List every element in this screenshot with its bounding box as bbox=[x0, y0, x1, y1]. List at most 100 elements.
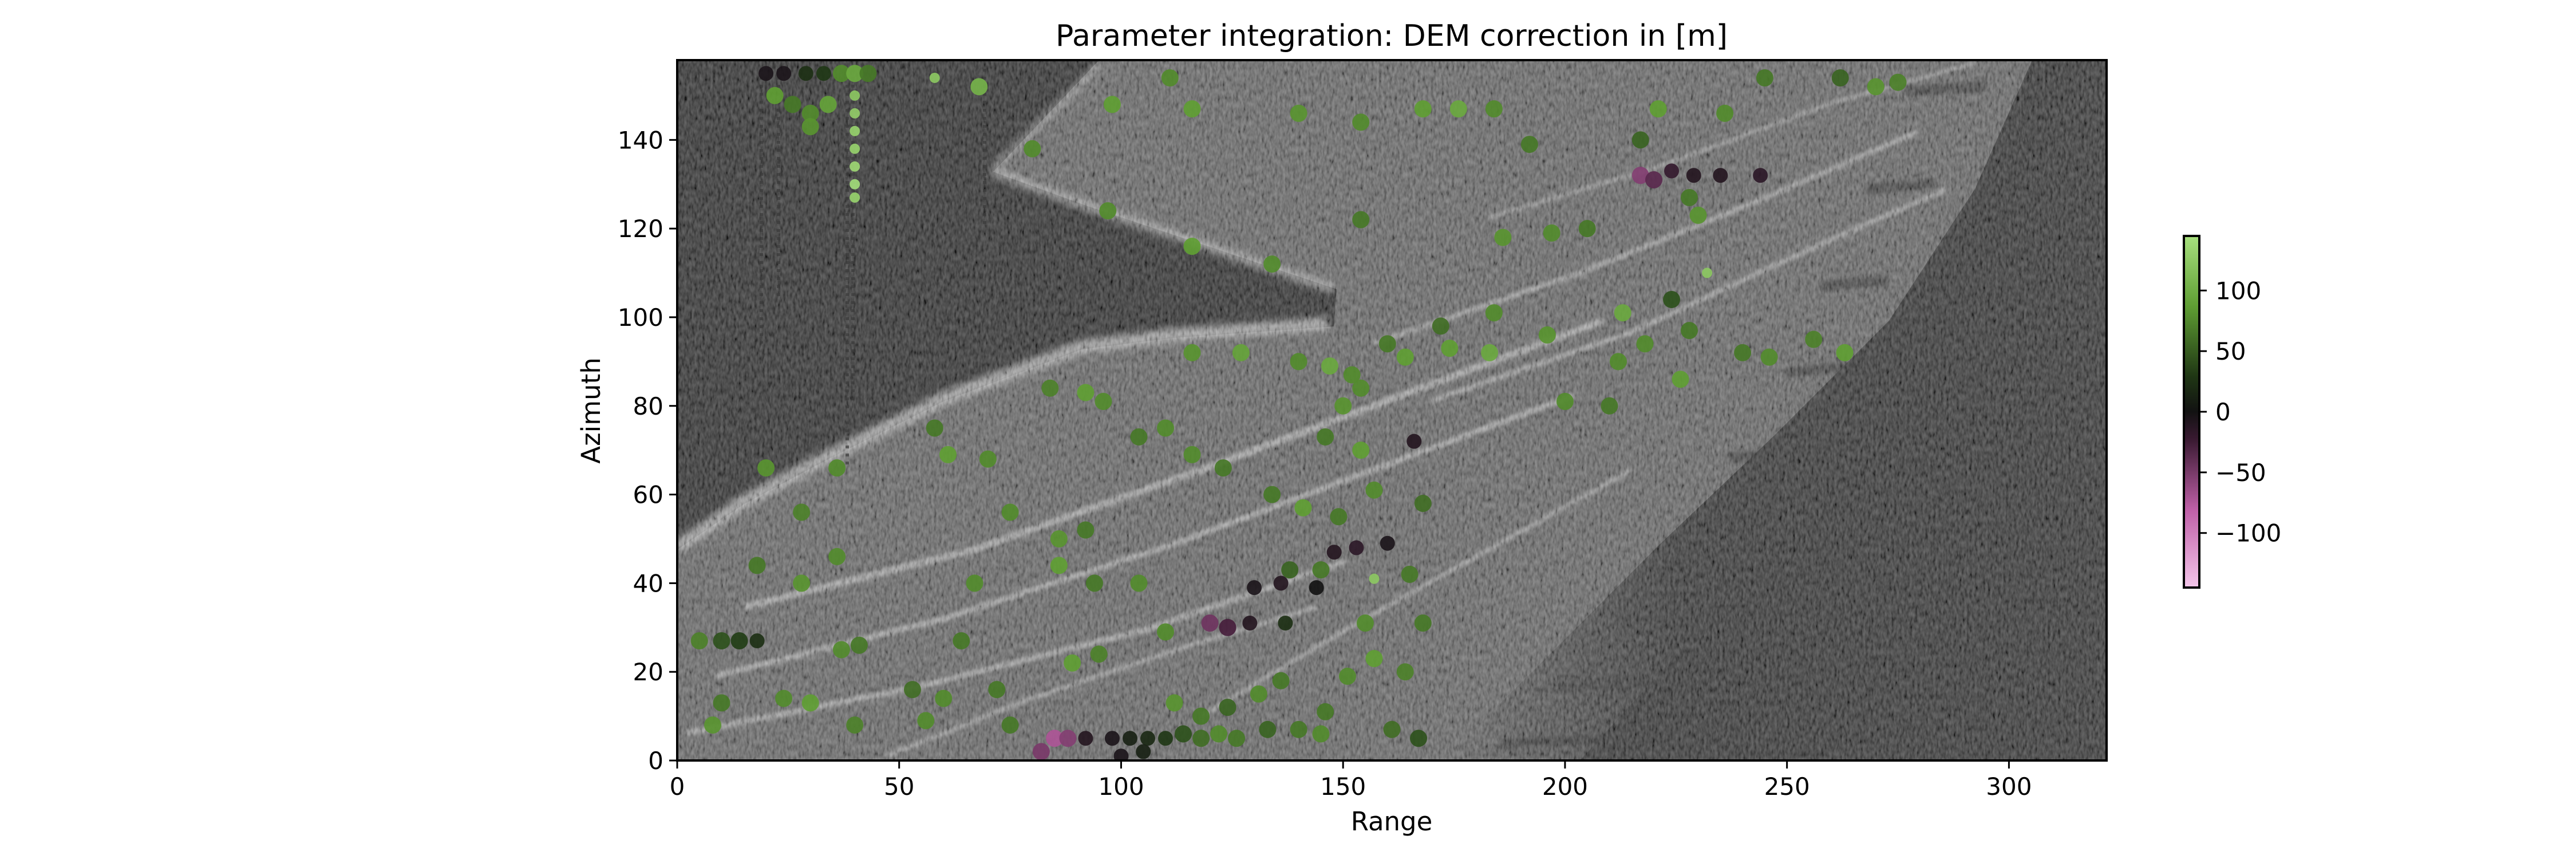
dem-point bbox=[1095, 393, 1112, 411]
dem-point bbox=[1538, 326, 1556, 344]
dem-point bbox=[846, 716, 864, 734]
dem-point bbox=[1734, 344, 1752, 361]
dem-point bbox=[758, 66, 774, 81]
dem-point bbox=[1631, 167, 1649, 184]
dem-point bbox=[1352, 113, 1370, 131]
y-tick-label: 120 bbox=[618, 215, 663, 243]
dem-point bbox=[1250, 685, 1267, 703]
dem-point bbox=[1383, 720, 1401, 738]
dem-point bbox=[1494, 228, 1512, 246]
colorbar: 100 50 0 −50 −100 bbox=[2183, 235, 2281, 589]
dem-point bbox=[1290, 104, 1307, 122]
dem-point bbox=[1085, 574, 1103, 592]
dem-point bbox=[1219, 699, 1236, 716]
dem-point bbox=[1192, 730, 1210, 747]
dem-point bbox=[1136, 744, 1151, 759]
dem-point bbox=[713, 632, 730, 650]
dem-point bbox=[1441, 340, 1459, 357]
dem-point bbox=[775, 689, 793, 707]
dem-point bbox=[1001, 503, 1019, 521]
dem-point bbox=[1312, 725, 1330, 743]
y-axis: 0 20 40 60 80 100 120 140 bbox=[618, 126, 677, 775]
dem-point bbox=[1556, 393, 1574, 411]
dem-point bbox=[1165, 694, 1183, 712]
dem-point bbox=[1760, 348, 1778, 366]
dem-point bbox=[1664, 163, 1680, 179]
dem-point bbox=[1273, 576, 1289, 591]
dem-point bbox=[1130, 574, 1148, 592]
dem-point bbox=[1401, 565, 1419, 583]
colorbar-tick-label: 0 bbox=[2215, 398, 2231, 426]
dem-point bbox=[1343, 366, 1361, 384]
dem-point bbox=[1290, 720, 1307, 738]
dem-point bbox=[1365, 481, 1383, 499]
dem-point bbox=[801, 104, 819, 122]
chart-title: Parameter integration: DEM correction in… bbox=[1056, 19, 1728, 53]
dem-point bbox=[1686, 168, 1701, 183]
dem-point bbox=[1663, 290, 1681, 308]
x-tick-label: 300 bbox=[1986, 773, 2032, 801]
dem-point bbox=[1689, 206, 1707, 224]
dem-point bbox=[1263, 486, 1281, 503]
dem-point bbox=[850, 108, 860, 119]
dem-point bbox=[1753, 168, 1768, 183]
dem-point bbox=[850, 90, 860, 101]
x-tick-label: 200 bbox=[1542, 773, 1588, 801]
dem-point bbox=[1352, 211, 1370, 228]
dem-point bbox=[1636, 335, 1654, 353]
dem-point bbox=[1352, 442, 1370, 459]
dem-point bbox=[1214, 459, 1232, 477]
dem-point bbox=[1232, 344, 1250, 361]
dem-point bbox=[1183, 100, 1201, 118]
dem-point bbox=[793, 503, 811, 521]
dem-point bbox=[859, 65, 877, 82]
dem-point bbox=[1294, 499, 1312, 517]
dem-point bbox=[1183, 446, 1201, 463]
dem-point bbox=[1140, 731, 1155, 746]
dem-point bbox=[1380, 535, 1395, 551]
dem-point bbox=[1247, 580, 1262, 596]
dem-point bbox=[1259, 720, 1277, 738]
dem-point bbox=[1396, 663, 1414, 681]
dem-point bbox=[953, 632, 970, 650]
dem-point bbox=[690, 632, 708, 650]
dem-point bbox=[776, 66, 792, 81]
x-tick-label: 100 bbox=[1098, 773, 1144, 801]
dem-point bbox=[1309, 580, 1324, 596]
dem-point bbox=[1396, 348, 1414, 366]
speckle-texture bbox=[677, 60, 2107, 761]
dem-point bbox=[1836, 344, 1854, 361]
dem-point bbox=[1158, 731, 1174, 746]
dem-point bbox=[766, 86, 784, 104]
x-tick-label: 150 bbox=[1320, 773, 1366, 801]
y-axis-label: Azimuth bbox=[576, 357, 606, 463]
dem-point bbox=[917, 712, 935, 730]
dem-correction-overlay bbox=[690, 65, 1907, 761]
dem-point bbox=[784, 96, 801, 113]
dem-point bbox=[1414, 614, 1432, 632]
x-tick-label: 50 bbox=[884, 773, 914, 801]
dem-point bbox=[1090, 645, 1108, 663]
dem-point bbox=[1059, 730, 1077, 747]
dem-point bbox=[850, 179, 860, 190]
dem-point bbox=[1099, 202, 1117, 220]
dem-point bbox=[1278, 616, 1293, 631]
dem-point bbox=[1050, 557, 1068, 574]
dem-point bbox=[1064, 654, 1081, 672]
dem-point bbox=[1414, 100, 1432, 118]
dem-point bbox=[1219, 618, 1236, 636]
dem-point bbox=[1867, 78, 1884, 96]
dem-point bbox=[850, 125, 860, 136]
dem-point bbox=[1228, 730, 1246, 747]
dem-point bbox=[1601, 397, 1618, 415]
dem-point bbox=[1046, 730, 1064, 747]
dem-point bbox=[1201, 614, 1219, 632]
dem-point bbox=[801, 118, 819, 136]
colorbar-tick-label: 50 bbox=[2215, 337, 2246, 365]
dem-point bbox=[850, 161, 860, 172]
dem-point bbox=[1449, 100, 1467, 118]
dem-point bbox=[1645, 171, 1663, 188]
dem-point bbox=[1192, 707, 1210, 725]
dem-point bbox=[1078, 731, 1093, 746]
colorbar-tick-label: −100 bbox=[2215, 519, 2281, 547]
